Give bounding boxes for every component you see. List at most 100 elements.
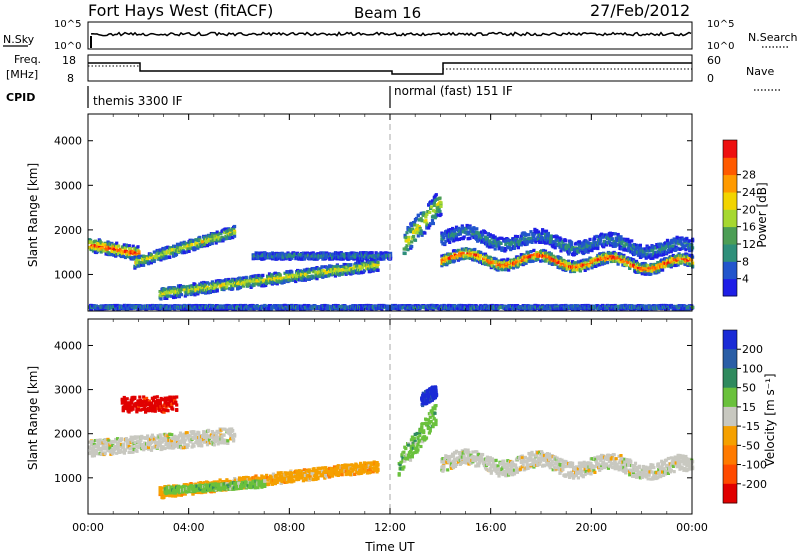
data-cell (435, 197, 439, 201)
data-cell (374, 260, 378, 264)
data-cell (362, 269, 367, 273)
data-cell (298, 275, 302, 279)
data-cell (625, 242, 629, 246)
data-cell (159, 294, 163, 298)
data-cell (627, 247, 631, 251)
data-cell (256, 279, 260, 283)
data-cell (179, 293, 183, 297)
data-cell (149, 261, 153, 265)
data-cell (210, 280, 214, 284)
data-cell (275, 282, 279, 286)
data-cell (487, 245, 491, 249)
data-cell (287, 254, 291, 259)
data-cell (224, 234, 228, 239)
data-cell (470, 250, 474, 254)
data-cell (563, 248, 567, 252)
data-cell (160, 255, 164, 259)
data-cell (427, 203, 431, 207)
data-cell (287, 275, 291, 279)
data-cell (613, 259, 617, 263)
data-cell (424, 219, 428, 223)
data-cell (458, 227, 462, 231)
data-cell (213, 237, 217, 241)
data-cell (486, 232, 490, 236)
data-cell (598, 241, 602, 245)
data-cell (477, 250, 481, 254)
data-cell (402, 247, 406, 251)
data-cell (416, 234, 420, 238)
data-cell (475, 251, 479, 255)
data-cell (541, 231, 545, 235)
data-cell (310, 257, 314, 261)
noise-tick-low-right: 10^0 (707, 41, 734, 52)
data-cell (493, 267, 497, 271)
data-cell (280, 281, 284, 285)
data-cell (469, 253, 473, 258)
data-cell (426, 223, 430, 227)
data-cell (98, 239, 102, 243)
data-cell (97, 242, 101, 246)
data-cell (201, 290, 205, 295)
data-cell (653, 262, 657, 266)
data-cell (543, 233, 548, 237)
data-cell (377, 253, 381, 258)
data-cell (536, 257, 540, 261)
data-cell (334, 253, 338, 257)
data-cell (565, 247, 569, 251)
data-cell (626, 239, 630, 243)
data-cell (191, 287, 195, 291)
data-cell (493, 235, 497, 239)
data-cell (341, 266, 345, 270)
data-cell (683, 244, 687, 248)
data-cell (638, 270, 642, 274)
data-cell (101, 242, 105, 246)
data-cell (573, 248, 578, 252)
data-cell (570, 241, 574, 245)
data-cell (515, 242, 519, 246)
data-cell (598, 263, 602, 267)
data-cell (173, 287, 177, 291)
data-cell (409, 246, 413, 250)
data-cell (560, 261, 564, 265)
data-cell (527, 233, 531, 237)
data-cell (441, 242, 445, 246)
data-cell (196, 284, 200, 288)
data-cell (621, 260, 625, 264)
data-cell (494, 241, 498, 245)
data-cell (658, 268, 662, 272)
data-cell (166, 290, 170, 294)
data-cell (663, 243, 668, 247)
data-cell (638, 243, 642, 247)
data-cell (633, 249, 638, 253)
data-cell (483, 252, 488, 256)
data-cell (217, 281, 221, 286)
data-cell (651, 248, 655, 253)
data-cell (318, 270, 322, 274)
data-cell (123, 246, 127, 250)
cpid-mode-1: themis 3300 IF (93, 94, 183, 108)
data-cell (321, 275, 325, 279)
data-cell (221, 239, 225, 243)
data-cell (531, 253, 535, 258)
data-cell (532, 235, 536, 239)
data-cell (562, 266, 566, 270)
data-cell (619, 259, 623, 263)
data-cell (546, 231, 550, 236)
data-cell (94, 247, 98, 251)
data-cell (485, 241, 489, 245)
data-cell (313, 276, 317, 280)
data-cell (540, 236, 544, 240)
data-cell (182, 251, 186, 255)
data-cell (159, 248, 163, 252)
data-cell (244, 275, 248, 279)
data-cell (472, 235, 476, 240)
data-cell (559, 256, 563, 260)
data-cell (444, 253, 448, 257)
data-cell (655, 264, 659, 268)
data-cell (403, 251, 407, 256)
data-cell (618, 254, 622, 259)
freq-tick-high: 18 (62, 54, 76, 67)
data-cell (176, 284, 181, 288)
data-cell (620, 246, 624, 251)
data-cell (544, 254, 549, 258)
